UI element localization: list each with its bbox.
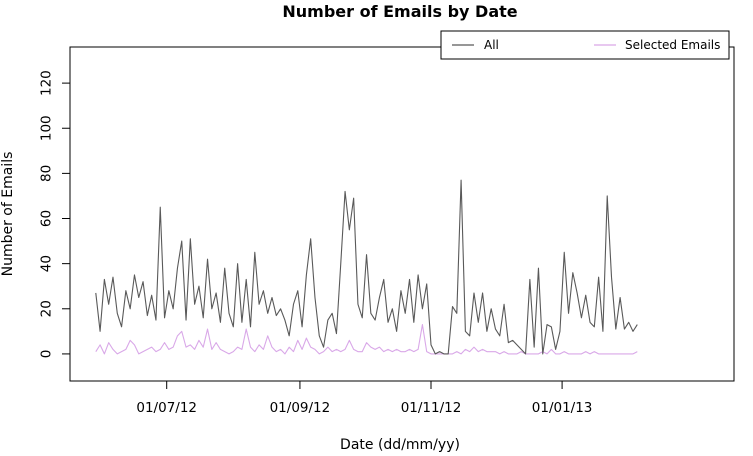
x-axis-label: Date (dd/mm/yy) (340, 437, 460, 453)
y-tick-label: 40 (39, 255, 55, 272)
legend: All Selected Emails (440, 30, 730, 60)
y-tick-label: 20 (39, 300, 55, 317)
x-axis: 01/07/12 01/09/12 01/11/12 01/01/13 (136, 381, 592, 416)
legend-label-all: All (484, 38, 499, 52)
series-line-selected-emails (95, 324, 638, 355)
y-tick-label: 100 (39, 115, 55, 141)
series-layer (95, 179, 638, 355)
y-tick-label: 0 (39, 350, 55, 359)
x-tick-label: 01/07/12 (136, 400, 197, 416)
legend-label-selected-emails: Selected Emails (625, 38, 720, 52)
x-tick-label: 01/09/12 (270, 400, 331, 416)
plot-frame (69, 46, 735, 382)
chart-title: Number of Emails by Date (282, 2, 517, 21)
series-line-all (95, 179, 638, 355)
y-axis-label: Number of Emails (0, 152, 16, 277)
y-tick-label: 80 (39, 165, 55, 182)
x-tick-label: 01/01/13 (532, 400, 593, 416)
legend-box (440, 30, 730, 60)
y-axis: 0 20 40 60 80 100 120 (39, 70, 71, 359)
y-tick-label: 60 (39, 210, 55, 227)
x-tick-label: 01/11/12 (401, 400, 462, 416)
y-tick-label: 120 (39, 70, 55, 96)
